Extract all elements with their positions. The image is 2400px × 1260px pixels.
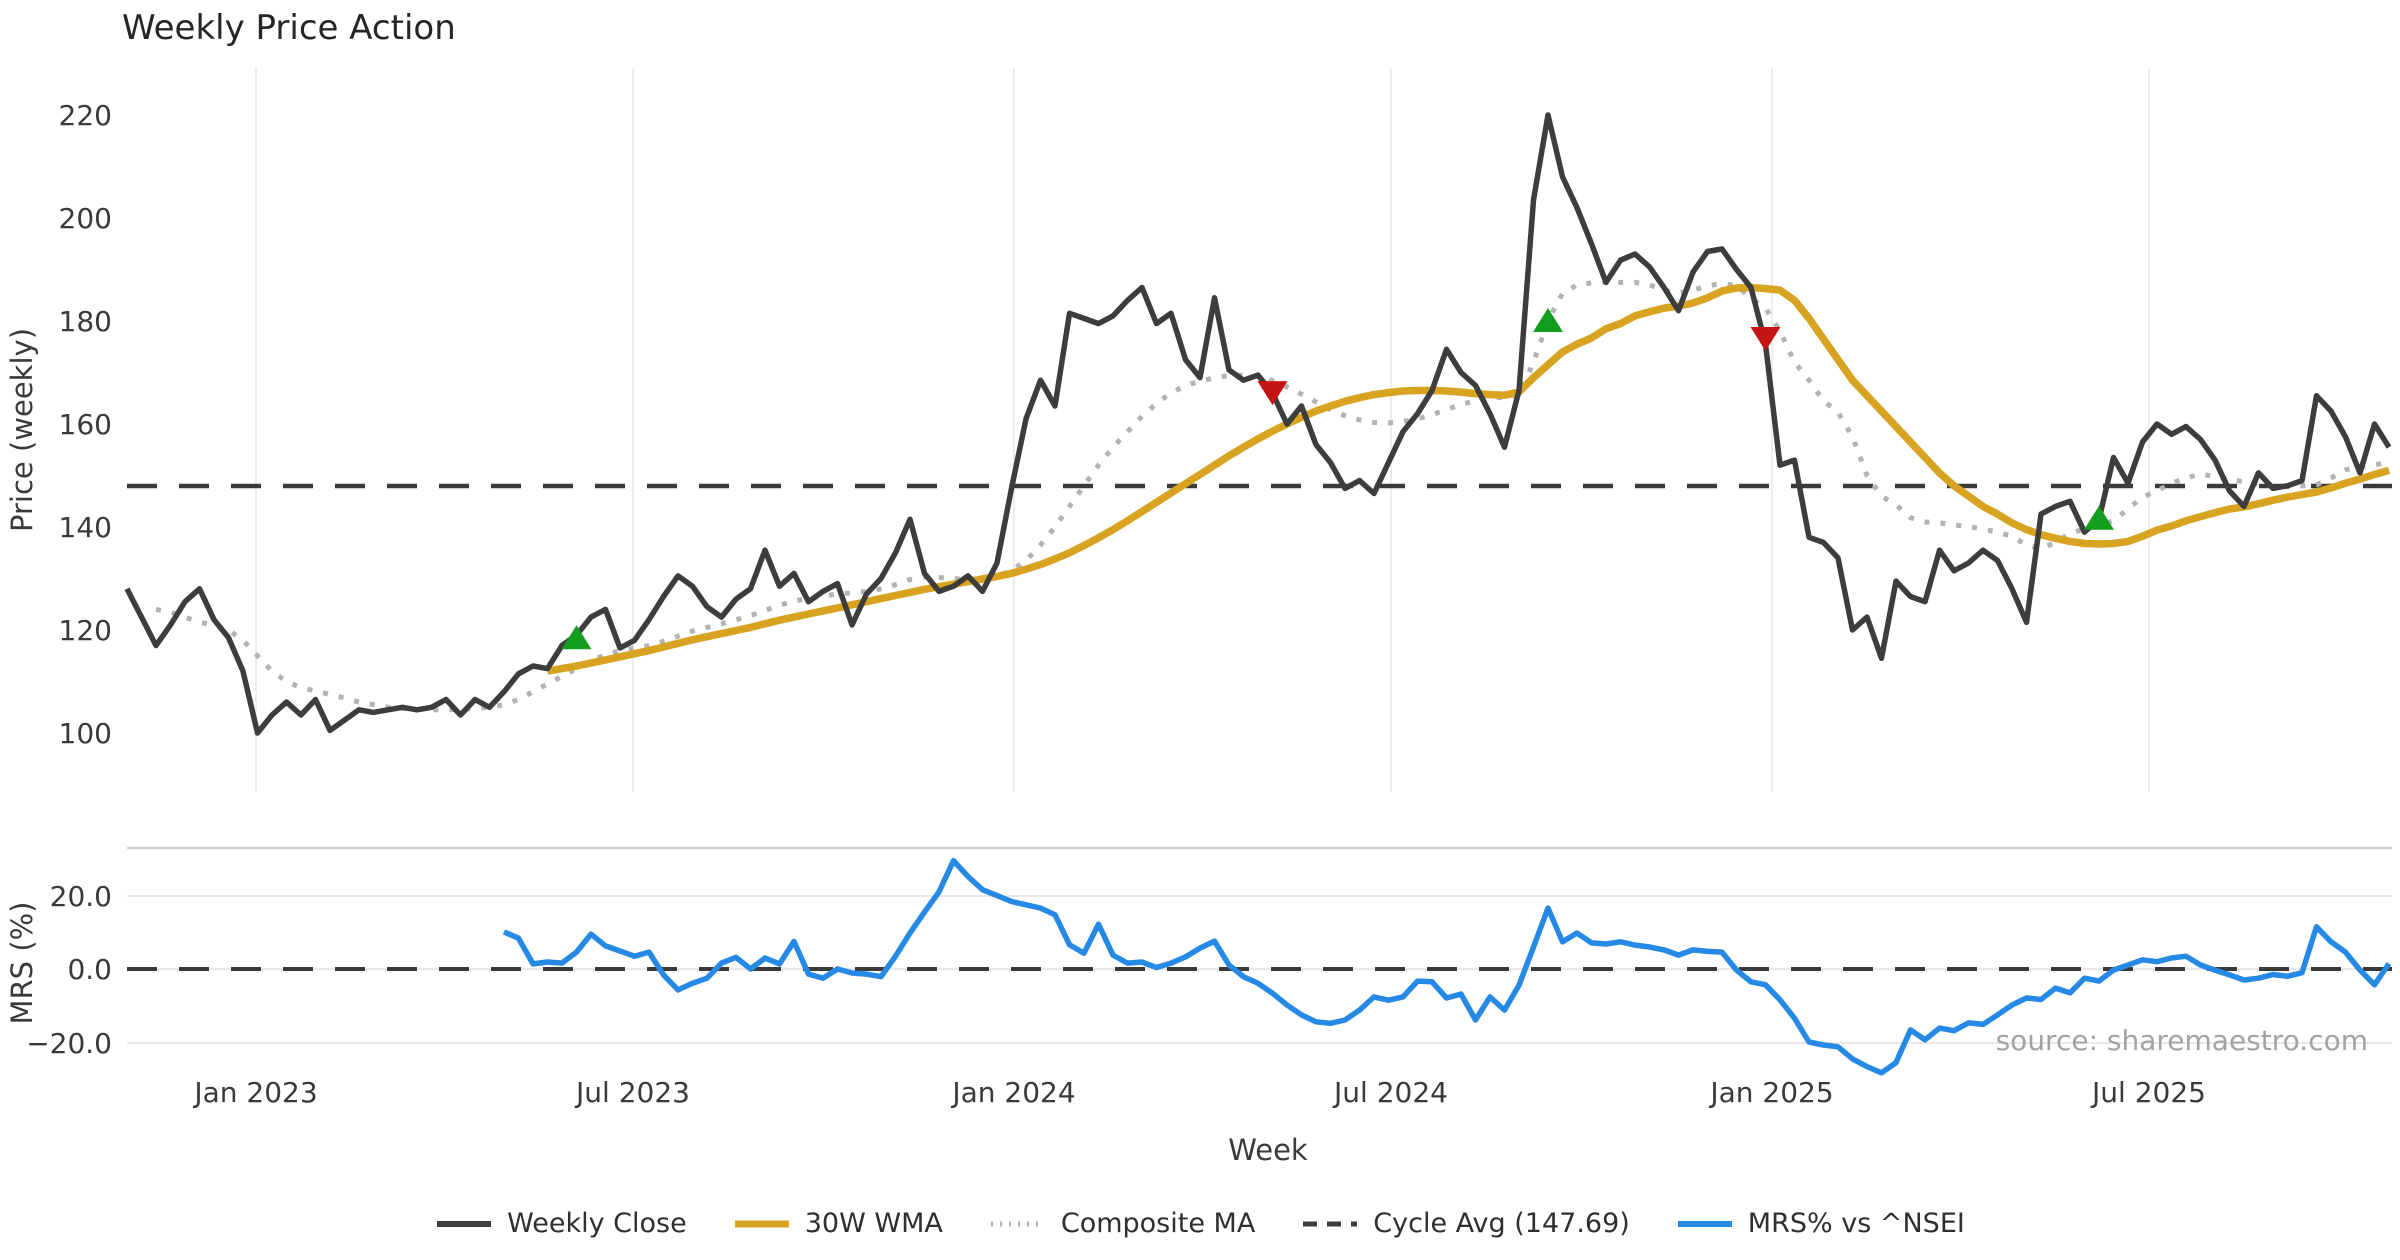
mrs-tick-neg20: −20.0 xyxy=(26,1027,112,1060)
price-tick-140: 140 xyxy=(59,511,112,544)
composite-ma-line xyxy=(155,279,2390,713)
x-tick-jan-2023: Jan 2023 xyxy=(192,1076,317,1109)
mrs-line-swatch-icon xyxy=(1677,1220,1732,1227)
x-tick-jul-2024: Jul 2024 xyxy=(1332,1076,1448,1109)
cycle-avg-dashed-swatch-icon xyxy=(1303,1221,1358,1226)
mrs-line xyxy=(502,857,2392,1076)
x-tick-jan-2024: Jan 2024 xyxy=(950,1076,1075,1109)
x-tick-jul-2023: Jul 2023 xyxy=(574,1076,690,1109)
page-title: Weekly Price Action xyxy=(122,8,456,48)
legend-label: Weekly Close xyxy=(507,1208,687,1239)
price-tick-100: 100 xyxy=(59,717,112,750)
mrs-tick-20: 20.0 xyxy=(50,880,112,913)
buy-signal-triangle-icon xyxy=(561,625,592,650)
buy-signal-triangle-icon xyxy=(2084,505,2114,530)
legend-item-cycle-avg: Cycle Avg (147.69) xyxy=(1301,1208,1630,1239)
wma-line-swatch-icon xyxy=(734,1220,789,1227)
price-y-axis: 220 200 180 160 140 120 100 xyxy=(59,99,112,750)
price-tick-220: 220 xyxy=(59,99,112,132)
composite-ma-dotted-swatch-icon xyxy=(990,1221,1045,1226)
x-axis-label: Week xyxy=(1228,1133,1308,1167)
mrs-y-axis: 20.0 0.0 −20.0 xyxy=(26,880,112,1060)
price-panel-gridlines xyxy=(255,68,2150,792)
mrs-axis-label: MRS (%) xyxy=(5,902,39,1025)
price-tick-200: 200 xyxy=(59,202,112,235)
chart-legend: Weekly Close 30W WMA Composite MA Cycle … xyxy=(0,1208,2400,1239)
legend-item-composite-ma: Composite MA xyxy=(989,1208,1255,1239)
legend-label: MRS% vs ^NSEI xyxy=(1747,1208,1965,1239)
price-tick-160: 160 xyxy=(59,408,112,441)
price-series-group xyxy=(124,112,2392,736)
mrs-series-group xyxy=(502,857,2392,1076)
legend-item-mrs: MRS% vs ^NSEI xyxy=(1676,1208,1965,1239)
price-tick-180: 180 xyxy=(59,305,112,338)
weekly-close-line xyxy=(124,112,2392,736)
trade-markers-group xyxy=(561,307,2114,650)
price-axis-label: Price (weekly) xyxy=(5,328,39,532)
price-tick-120: 120 xyxy=(59,614,112,647)
sell-signal-triangle-icon xyxy=(1750,327,1781,352)
x-axis: Jan 2023 Jul 2023 Jan 2024 Jul 2024 Jan … xyxy=(192,1076,2206,1109)
source-note: source: sharemaestro.com xyxy=(1996,1024,2368,1057)
legend-item-30w-wma: 30W WMA xyxy=(733,1208,943,1239)
weekly-close-line-swatch-icon xyxy=(437,1220,492,1227)
legend-item-weekly-close: Weekly Close xyxy=(435,1208,687,1239)
x-tick-jan-2025: Jan 2025 xyxy=(1708,1076,1833,1109)
mrs-tick-0: 0.0 xyxy=(67,953,112,986)
legend-label: 30W WMA xyxy=(804,1208,943,1239)
sell-signal-triangle-icon xyxy=(1257,381,1288,406)
x-tick-jul-2025: Jul 2025 xyxy=(2090,1076,2206,1109)
mrs-panel: source: sharemaestro.com xyxy=(127,847,2392,1076)
legend-label: Composite MA xyxy=(1060,1208,1256,1239)
buy-signal-triangle-icon xyxy=(1533,307,1563,332)
wma-30w-line xyxy=(546,283,2391,675)
legend-label: Cycle Avg (147.69) xyxy=(1373,1208,1630,1239)
